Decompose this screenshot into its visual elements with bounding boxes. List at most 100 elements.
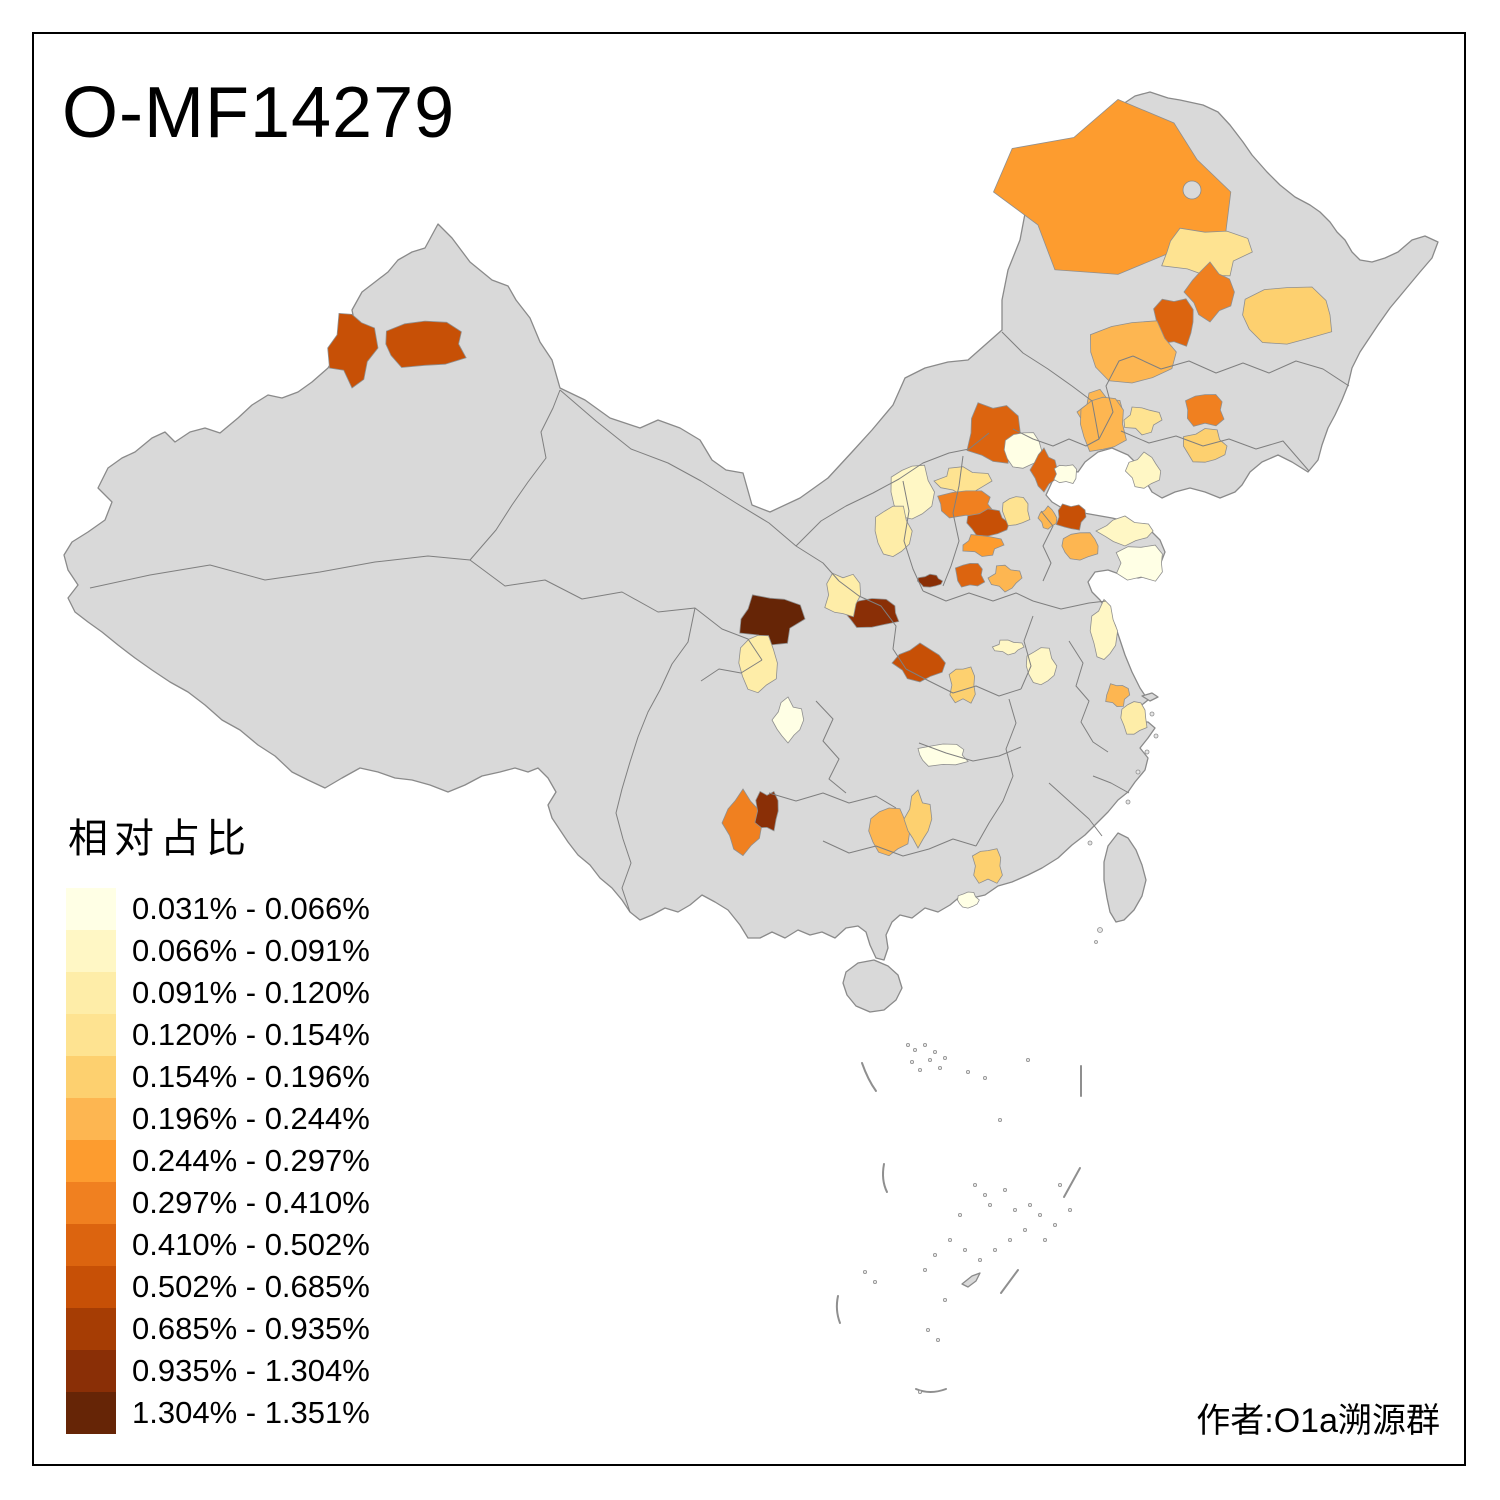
scs-islet (958, 1213, 963, 1218)
legend-label: 0.502% - 0.685% (132, 1269, 370, 1304)
legend-swatch (66, 1182, 116, 1224)
scs-islet (923, 1268, 928, 1273)
legend-swatch (66, 1098, 116, 1140)
map-region (948, 666, 976, 704)
legend-label: 0.196% - 0.244% (132, 1101, 370, 1136)
legend-label: 0.685% - 0.935% (132, 1311, 370, 1346)
scs-islet (1043, 1238, 1048, 1243)
map-region (1120, 701, 1148, 735)
legend-label: 0.031% - 0.066% (132, 891, 370, 926)
scs-islet (993, 1248, 998, 1253)
map-region (738, 634, 778, 694)
map-region (1055, 503, 1087, 531)
scs-islet (948, 1238, 953, 1243)
legend-swatch (66, 930, 116, 972)
map-region (957, 891, 980, 909)
map-region (754, 790, 779, 832)
map-region (987, 564, 1023, 593)
attribution: 作者:O1a溯源群 (1196, 1402, 1440, 1440)
nine-dash-line (835, 1062, 1082, 1393)
map-region (739, 594, 806, 646)
scs-islet (933, 1253, 938, 1258)
legend-entry: 0.031% - 0.066% (66, 888, 370, 930)
legend-label: 1.304% - 1.351% (132, 1395, 370, 1430)
legend-swatch (66, 1308, 116, 1350)
legend-title: 相对占比 (68, 817, 252, 861)
scs-islet (913, 1048, 918, 1053)
map-region (1029, 447, 1058, 493)
scs-islet (983, 1076, 988, 1081)
scs-islet (1023, 1228, 1028, 1233)
map-region (874, 505, 913, 558)
legend-entry: 0.066% - 0.091% (66, 930, 370, 972)
map-region (1053, 464, 1078, 484)
map-region (916, 573, 944, 588)
legend-swatch (66, 1350, 116, 1392)
legend-label: 0.120% - 0.154% (132, 1017, 370, 1052)
scs-islet (1058, 1183, 1063, 1188)
scs-islet (873, 1280, 878, 1285)
legend-swatch (66, 1392, 116, 1434)
coastal-islets (1087, 711, 1159, 944)
map-region (1037, 505, 1058, 530)
map-region (1105, 683, 1131, 708)
scs-islands (863, 1043, 1073, 1395)
map-region (1124, 451, 1162, 489)
map-region (1115, 544, 1163, 582)
scs-islet (863, 1270, 868, 1275)
legend: 相对占比 0.031% - 0.066% 0.066% - 0.091% 0.091… (66, 806, 370, 1434)
map-region (1025, 647, 1058, 686)
map-region (1061, 532, 1099, 561)
map-region (903, 789, 933, 849)
legend-entry: 0.502% - 0.685% (66, 1266, 370, 1308)
map-region (824, 572, 862, 618)
legend-swatch (66, 1224, 116, 1266)
legend-entry: 0.120% - 0.154% (66, 1014, 370, 1056)
map-region (890, 464, 935, 520)
map-region (1242, 286, 1333, 345)
scs-islet (943, 1056, 948, 1061)
map-region (1095, 515, 1154, 547)
map-region (1001, 496, 1031, 527)
map-region (891, 642, 946, 683)
scs-islet (983, 1193, 988, 1198)
plot-frame (32, 32, 1466, 1466)
legend-entry: 0.297% - 0.410% (66, 1182, 370, 1224)
choropleth-regions (327, 99, 1333, 909)
legend-entry: 0.196% - 0.244% (66, 1098, 370, 1140)
hainan-island (842, 959, 903, 1013)
map-region (1185, 394, 1225, 427)
legend-swatch (66, 1140, 116, 1182)
scs-islet (943, 1298, 948, 1303)
map-region (868, 807, 911, 857)
grey-enclave (1182, 180, 1202, 200)
scs-islet (933, 1050, 938, 1055)
legend-swatch (66, 1014, 116, 1056)
map-region (721, 788, 763, 857)
scs-islet (906, 1043, 911, 1048)
scs-islet (918, 1390, 923, 1395)
scs-islet (973, 1183, 978, 1188)
legend-entry: 0.244% - 0.297% (66, 1140, 370, 1182)
map-region (954, 562, 986, 588)
legend-swatch (66, 1266, 116, 1308)
map-region (971, 848, 1003, 884)
map-region (1123, 406, 1163, 436)
legend-entry: 0.410% - 0.502% (66, 1224, 370, 1266)
legend-entry: 0.935% - 1.304% (66, 1350, 370, 1392)
map-region (962, 534, 1005, 557)
legend-entry: 0.685% - 0.935% (66, 1308, 370, 1350)
map-region (1161, 227, 1253, 277)
map-region (991, 639, 1025, 656)
scs-islet (1068, 1208, 1073, 1213)
taiwan-island (1103, 832, 1147, 923)
map-region (327, 312, 379, 389)
scs-islet (998, 1118, 1003, 1123)
map-region (1183, 261, 1235, 323)
scs-islet (918, 1068, 923, 1073)
legend-entries: 0.031% - 0.066% 0.066% - 0.091% 0.091% - 0… (66, 888, 370, 1434)
scs-islet (978, 1258, 983, 1263)
map-region (966, 508, 1010, 537)
